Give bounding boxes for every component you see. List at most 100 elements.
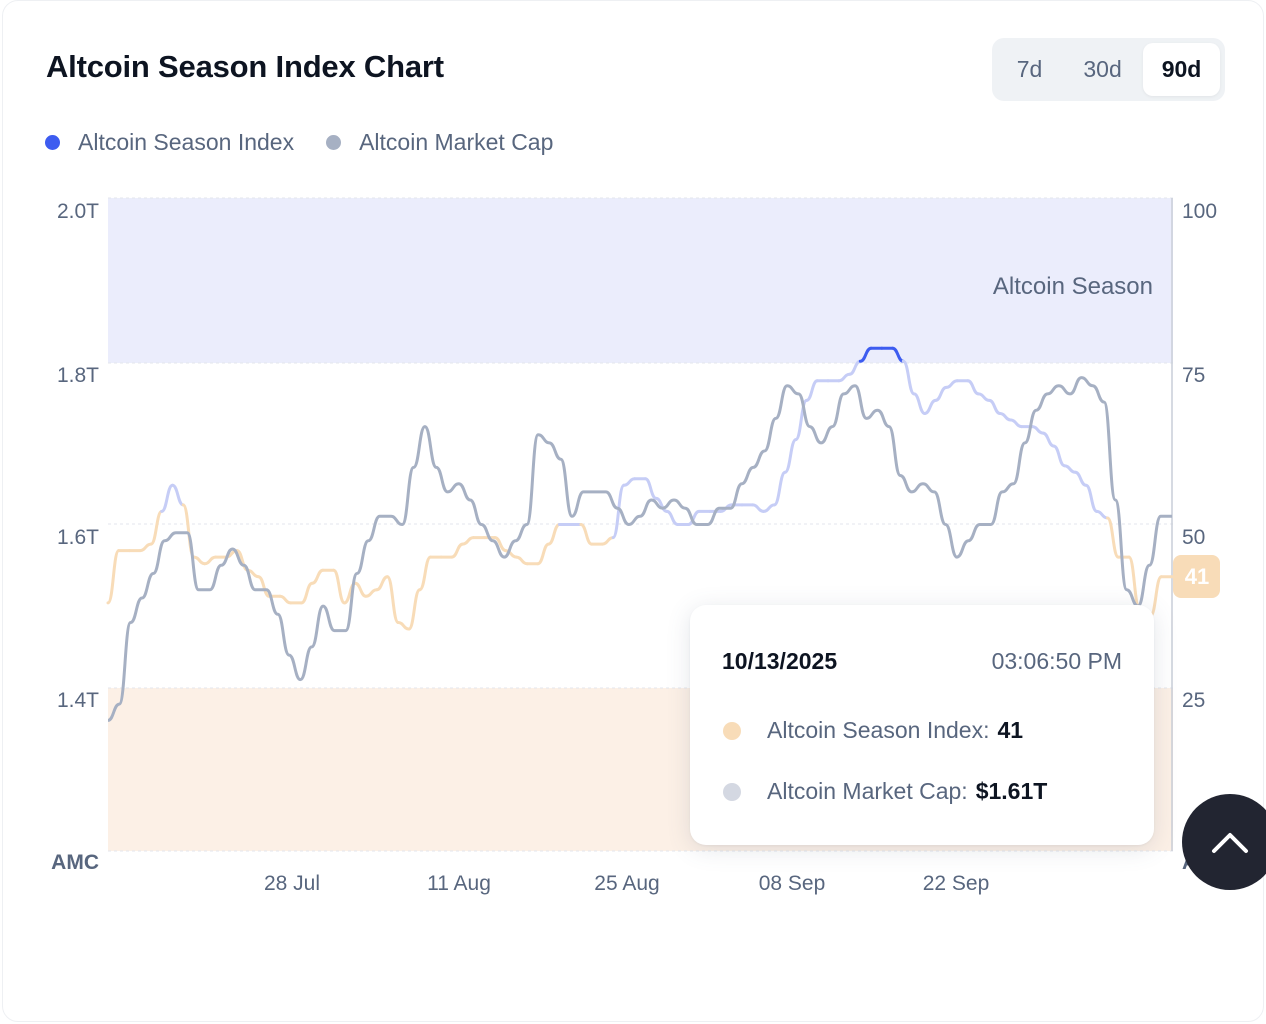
- left-tick-1.6T: 1.6T: [57, 526, 99, 549]
- index-line-segment: [171, 483, 185, 507]
- index-line-segment: [396, 621, 411, 631]
- series-altcoin-market-cap: [107, 376, 1172, 722]
- tooltip-index-value: 41: [997, 717, 1024, 743]
- index-line-segment: [353, 581, 368, 598]
- index-line-segment: [257, 575, 271, 598]
- tooltip-date: 10/13/2025: [722, 648, 838, 674]
- index-line-segment: [600, 536, 615, 546]
- right-tick-25: 25: [1182, 689, 1205, 712]
- index-line-segment: [1149, 575, 1163, 618]
- index-line-segment: [762, 503, 776, 513]
- index-line-segment: [192, 555, 207, 566]
- current-value-badge-bg: [1173, 555, 1220, 598]
- index-line-segment: [977, 392, 991, 402]
- index-line-segment: [310, 568, 325, 585]
- index-line-segment: [1063, 464, 1077, 474]
- x-tick-25-aug: 25 Aug: [594, 872, 659, 895]
- index-line-segment: [1041, 431, 1056, 448]
- legend-index-dot: [45, 135, 60, 150]
- tooltip-index-row: Altcoin Season Index: 41: [723, 717, 1023, 744]
- index-line-segment: [203, 555, 217, 566]
- index-line-segment: [1073, 470, 1088, 487]
- legend-cap-dot: [326, 135, 342, 150]
- right-tick-50: 50: [1182, 526, 1205, 549]
- x-tick-28-jul: 28 Jul: [264, 872, 320, 895]
- index-line-segment: [643, 477, 658, 500]
- chart-title: Altcoin Season Index Chart: [46, 49, 444, 84]
- index-line-segment: [149, 509, 164, 546]
- x-tick-11-aug: 11 Aug: [427, 872, 491, 895]
- index-line-segment: [536, 542, 551, 566]
- index-line-segment: [278, 594, 293, 605]
- index-line-segment: [794, 398, 809, 442]
- index-line-segment: [1009, 418, 1023, 429]
- altcoin-season-label: Altcoin Season: [993, 273, 1153, 300]
- index-line-segment: [912, 392, 927, 415]
- index-line-segment: [514, 555, 529, 566]
- index-line-segment: [418, 555, 432, 592]
- range-30d-button[interactable]: 30d: [1083, 56, 1122, 82]
- index-line-segment: [385, 575, 400, 624]
- index-line-segment: [987, 398, 1002, 415]
- legend-index-label: Altcoin Season Index: [78, 129, 295, 155]
- range-7d-button[interactable]: 7d: [1016, 56, 1043, 82]
- index-line-segment: [461, 536, 475, 546]
- index-line-segment: [547, 523, 561, 546]
- index-line-segment: [901, 359, 916, 396]
- index-line-segment: [998, 412, 1013, 422]
- index-line-segment: [1106, 516, 1120, 559]
- index-line-segment: [751, 503, 766, 513]
- index-line-segment: [944, 379, 959, 389]
- index-line-segment: [332, 568, 346, 605]
- market-cap-line: [107, 376, 1172, 722]
- tooltip-index-label: Altcoin Season Index:: [767, 717, 990, 743]
- index-line-segment: [1030, 425, 1045, 435]
- index-line-segment: [160, 483, 174, 513]
- index-line-segment: [450, 542, 465, 559]
- left-axis-label: AMC: [51, 851, 99, 874]
- index-line-segment: [1084, 483, 1099, 513]
- left-tick-1.4T: 1.4T: [57, 689, 99, 712]
- index-line-segment: [1052, 444, 1066, 468]
- chart-tooltip: 10/13/2025 03:06:50 PM Altcoin Season In…: [690, 605, 1154, 845]
- index-line-segment: [106, 549, 121, 605]
- chart-legend: Altcoin Season Index Altcoin Market Cap: [45, 129, 585, 156]
- index-line-segment: [579, 523, 594, 546]
- altcoin-season-zone: [108, 198, 1173, 363]
- legend-item-index[interactable]: Altcoin Season Index: [45, 129, 294, 156]
- tooltip-cap-dot: [723, 782, 741, 801]
- index-line-segment: [611, 483, 626, 540]
- chevron-up-icon: [1212, 833, 1248, 853]
- range-selector: 7d 30d 90d: [992, 38, 1225, 101]
- index-line-segment: [772, 470, 787, 507]
- left-tick-2.0T: 2.0T: [57, 200, 99, 223]
- index-line-segment: [934, 385, 948, 402]
- x-tick-22-sep: 22 Sep: [923, 872, 990, 895]
- x-tick-08-sep: 08 Sep: [759, 872, 826, 895]
- index-line-segment: [364, 588, 379, 598]
- current-value-badge: 41: [1185, 564, 1209, 589]
- index-line-segment: [138, 542, 153, 553]
- right-tick-100: 100: [1182, 200, 1217, 223]
- index-line-segment: [407, 588, 422, 631]
- index-line-segment: [783, 438, 798, 474]
- scroll-to-top-button[interactable]: [1182, 794, 1266, 890]
- tooltip-cap-row: Altcoin Market Cap: $1.61T: [723, 778, 1047, 805]
- index-line-segment: [805, 379, 819, 402]
- left-tick-1.8T: 1.8T: [57, 364, 99, 387]
- legend-cap-label: Altcoin Market Cap: [359, 129, 554, 155]
- index-line-segment: [966, 379, 980, 396]
- tooltip-cap-label: Altcoin Market Cap:: [767, 778, 968, 804]
- right-tick-75: 75: [1182, 364, 1205, 387]
- index-line-segment: [375, 575, 389, 592]
- tooltip-index-dot: [723, 721, 741, 740]
- index-line-segment: [622, 477, 637, 487]
- index-line-segment: [837, 372, 852, 383]
- index-line-segment: [300, 581, 314, 605]
- legend-item-market-cap[interactable]: Altcoin Market Cap: [326, 129, 553, 156]
- series-altcoin-season-index: [106, 346, 1174, 631]
- index-line-segment: [1095, 509, 1109, 520]
- range-90d-button[interactable]: 90d: [1143, 43, 1220, 96]
- tooltip-time: 03:06:50 PM: [991, 648, 1122, 674]
